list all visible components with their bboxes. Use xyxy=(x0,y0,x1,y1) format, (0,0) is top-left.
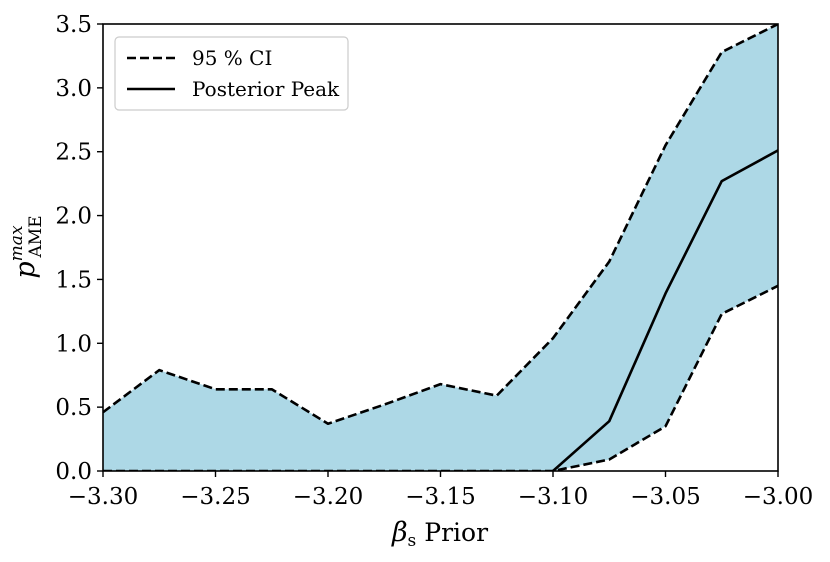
x-axis-label: βs Prior xyxy=(391,517,488,551)
y-tick-label: 1.0 xyxy=(55,331,92,357)
x-tick-label: −3.25 xyxy=(180,484,250,510)
y-tick-label: 0.0 xyxy=(55,459,92,485)
y-axis-label: pmaxAME xyxy=(7,215,46,278)
x-tick-label: −3.20 xyxy=(293,484,363,510)
x-axis: −3.30 −3.25 −3.20 −3.15 −3.10 −3.05 −3.00 xyxy=(68,471,813,510)
legend-label-peak: Posterior Peak xyxy=(192,77,340,101)
y-axis: 0.0 0.5 1.0 1.5 2.0 2.5 3.0 3.5 xyxy=(55,12,103,485)
posterior-peak-line xyxy=(552,149,778,471)
x-tick-label: −3.10 xyxy=(518,484,588,510)
ci-band xyxy=(103,24,778,471)
x-tick-label: −3.15 xyxy=(405,484,475,510)
y-tick-label: 2.5 xyxy=(55,140,92,166)
y-tick-label: 1.5 xyxy=(55,267,92,293)
lines-layer xyxy=(103,24,778,471)
x-tick-label: −3.05 xyxy=(630,484,700,510)
y-tick-label: 2.0 xyxy=(55,204,92,230)
plot-area xyxy=(103,24,778,471)
x-tick-label: −3.00 xyxy=(743,484,813,510)
y-tick-label: 3.0 xyxy=(55,76,92,102)
y-tick-label: 3.5 xyxy=(55,12,92,38)
ci-lower-line xyxy=(103,284,778,471)
legend: 95 % CI Posterior Peak xyxy=(114,36,349,111)
legend-label-ci: 95 % CI xyxy=(192,46,272,70)
legend-box xyxy=(114,36,349,111)
ci-upper-line xyxy=(103,24,778,426)
y-tick-label: 0.5 xyxy=(55,395,92,421)
x-tick-label: −3.30 xyxy=(68,484,138,510)
